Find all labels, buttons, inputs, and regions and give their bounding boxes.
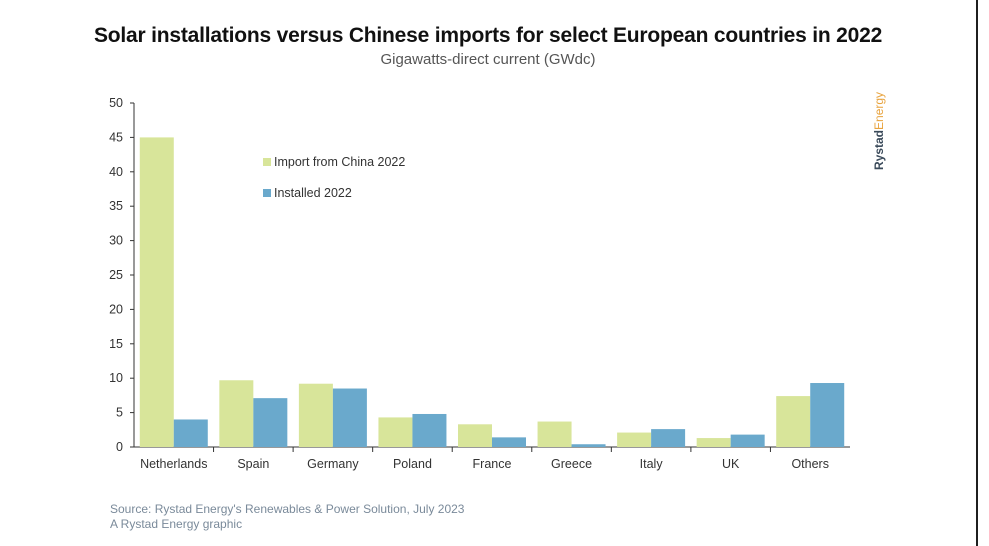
- legend-swatch-installed: [263, 189, 271, 197]
- x-tick-label: UK: [722, 457, 740, 471]
- source-line: Source: Rystad Energy's Renewables & Pow…: [110, 502, 465, 516]
- bar-installed: [730, 434, 765, 447]
- bar-import: [139, 137, 174, 447]
- legend-item-installed: Installed 2022: [263, 185, 405, 201]
- brand-logo: RystadEnergy: [872, 92, 886, 170]
- x-tick-label: Others: [791, 457, 829, 471]
- bar-import: [378, 417, 413, 447]
- bar-import: [219, 380, 254, 447]
- y-tick-label: 5: [116, 406, 123, 420]
- y-tick-label: 10: [109, 371, 123, 385]
- chart-subtitle: Gigawatts-direct current (GWdc): [380, 51, 596, 68]
- y-tick-label: 20: [109, 302, 123, 316]
- y-tick-label: 25: [109, 268, 123, 282]
- bar-installed: [492, 437, 526, 447]
- source-note: Source: Rystad Energy's Renewables & Pow…: [110, 502, 464, 532]
- bar-installed: [412, 413, 447, 447]
- x-tick-label: Greece: [551, 457, 592, 471]
- bar-installed: [173, 419, 208, 447]
- bar-import: [776, 396, 811, 447]
- brand-name-part1: Rystad: [872, 129, 886, 170]
- y-tick-label: 15: [109, 337, 123, 351]
- x-tick-label: Poland: [393, 457, 432, 471]
- y-tick-label: 35: [109, 199, 123, 213]
- chart-title: Solar installations versus Chinese impor…: [93, 24, 883, 47]
- frame-border-line: [976, 0, 978, 546]
- bar-installed: [253, 398, 288, 447]
- bar-installed: [332, 388, 367, 447]
- bar-import: [696, 438, 731, 447]
- credit-line: A Rystad Energy graphic: [110, 517, 243, 531]
- bar-import: [458, 424, 492, 447]
- y-tick-label: 0: [116, 440, 123, 454]
- x-tick-label: Germany: [307, 457, 359, 471]
- brand-name-part2: Energy: [872, 91, 886, 130]
- bar-import: [537, 421, 572, 447]
- y-tick-label: 30: [109, 234, 123, 248]
- y-tick-label: 40: [109, 165, 123, 179]
- y-tick-label: 45: [109, 130, 123, 144]
- x-tick-label: France: [473, 457, 512, 471]
- legend-item-import: Import from China 2022: [263, 154, 405, 170]
- bar-import: [617, 432, 652, 447]
- legend-swatch-import: [263, 158, 271, 166]
- chart-legend: Import from China 2022 Installed 2022: [263, 154, 405, 216]
- legend-label-installed: Installed 2022: [274, 186, 352, 200]
- legend-label-import: Import from China 2022: [274, 155, 406, 169]
- bar-installed: [810, 383, 845, 447]
- y-tick-label: 50: [109, 96, 123, 110]
- x-tick-label: Spain: [237, 457, 269, 471]
- x-tick-label: Netherlands: [140, 457, 207, 471]
- bar-installed: [571, 444, 606, 447]
- x-tick-label: Italy: [640, 457, 664, 471]
- bar-import: [298, 383, 333, 447]
- bar-installed: [651, 429, 686, 447]
